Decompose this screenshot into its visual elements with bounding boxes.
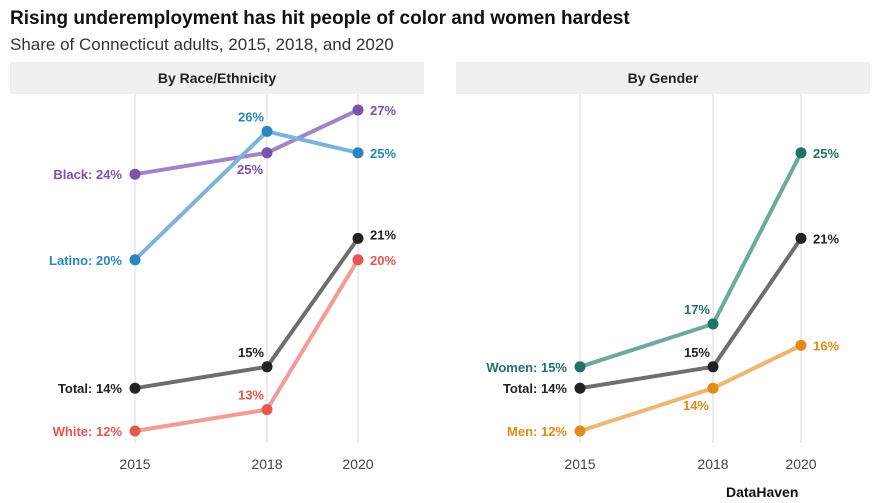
data-point-black-2018: [261, 147, 273, 159]
data-label-men-2018: 14%: [683, 398, 709, 413]
data-point-total-2020: [352, 232, 364, 244]
data-point-white-2020: [352, 254, 364, 266]
x-tick-label-2018: 2018: [251, 456, 282, 472]
data-point-white-2018: [261, 404, 273, 416]
data-point-men-2015: [574, 425, 586, 437]
x-tick-label-2020: 2020: [342, 456, 373, 472]
data-point-latino-2020: [352, 147, 364, 159]
data-point-women-2018: [707, 318, 719, 330]
data-label-total-2018: 15%: [684, 345, 710, 360]
x-tick-label-2020: 2020: [785, 456, 816, 472]
data-point-total-2015: [574, 382, 586, 394]
chart-title: Rising underemployment has hit people of…: [10, 8, 630, 29]
data-label-black-2018: 25%: [237, 162, 263, 177]
data-label-black-2020: 27%: [370, 103, 396, 118]
panel-title-1: By Gender: [628, 70, 699, 86]
data-point-black-2015: [129, 168, 141, 180]
panel-header-0: [10, 62, 424, 94]
data-label-women-2015: Women: 15%: [486, 360, 567, 375]
data-label-latino-2018: 26%: [238, 109, 264, 124]
data-point-latino-2015: [129, 254, 141, 266]
data-label-latino-2020: 25%: [370, 146, 396, 161]
data-label-women-2020: 25%: [813, 146, 839, 161]
x-tick-label-2015: 2015: [564, 456, 595, 472]
data-point-total-2020: [795, 232, 807, 244]
series-line-latino: [133, 129, 360, 262]
data-label-total-2018: 15%: [238, 345, 264, 360]
data-label-white-2020: 20%: [370, 253, 396, 268]
data-label-black-2015: Black: 24%: [53, 167, 122, 182]
data-label-latino-2015: Latino: 20%: [49, 253, 122, 268]
data-point-total-2015: [129, 382, 141, 394]
data-label-men-2020: 16%: [813, 338, 839, 353]
data-label-total-2020: 21%: [370, 227, 396, 242]
data-point-white-2015: [129, 425, 141, 437]
data-point-men-2018: [707, 382, 719, 394]
panel-title-0: By Race/Ethnicity: [158, 70, 276, 86]
data-label-men-2015: Men: 12%: [507, 424, 567, 439]
data-label-white-2015: White: 12%: [53, 424, 123, 439]
x-tick-label-2018: 2018: [697, 456, 728, 472]
data-label-total-2015: Total: 14%: [503, 381, 567, 396]
data-point-black-2020: [352, 104, 364, 116]
panel-header-1: [456, 62, 870, 94]
data-label-total-2015: Total: 14%: [58, 381, 122, 396]
source-credit: DataHaven: [726, 484, 799, 500]
data-point-women-2020: [795, 147, 807, 159]
series-line-women: [578, 150, 803, 369]
data-point-men-2020: [795, 339, 807, 351]
data-label-women-2018: 17%: [684, 302, 710, 317]
x-tick-label-2015: 2015: [119, 456, 150, 472]
data-label-total-2020: 21%: [813, 231, 839, 246]
data-point-total-2018: [261, 361, 273, 373]
data-point-latino-2018: [261, 125, 273, 137]
chart-subtitle: Share of Connecticut adults, 2015, 2018,…: [10, 35, 394, 54]
data-label-white-2018: 13%: [238, 388, 264, 403]
data-point-total-2018: [707, 361, 719, 373]
data-point-women-2015: [574, 361, 586, 373]
